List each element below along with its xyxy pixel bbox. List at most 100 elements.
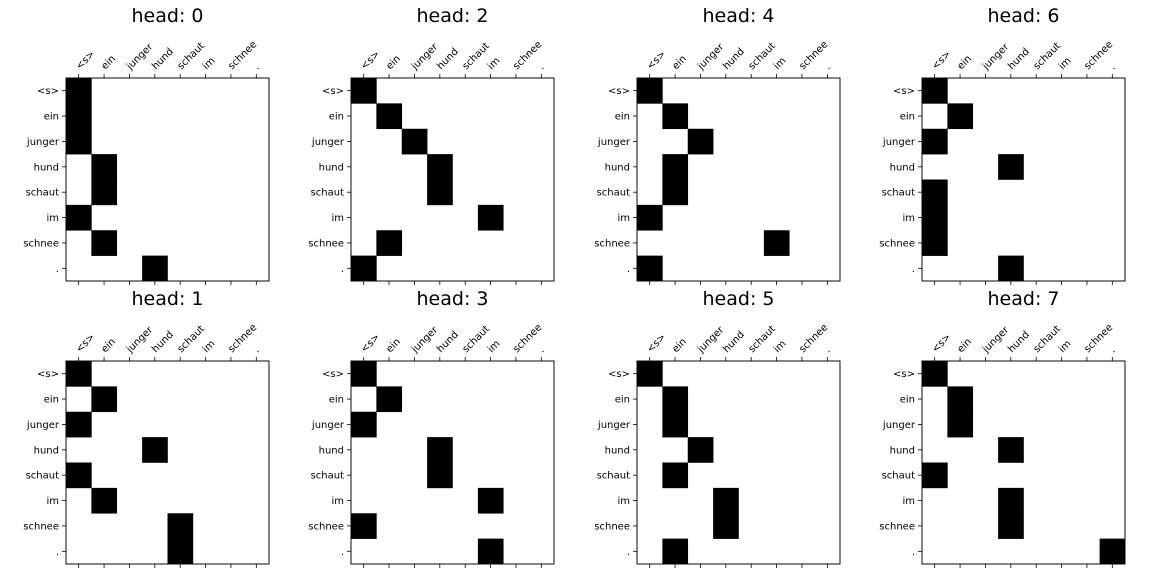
x-tick-label: schaut	[747, 41, 778, 72]
x-tick-label: .	[252, 62, 262, 72]
y-tick-label: schaut	[26, 471, 60, 482]
heatmap-cell	[922, 179, 948, 206]
heatmap-cell	[998, 437, 1024, 463]
heatmap-cell	[947, 103, 974, 130]
y-tick-label: hund	[890, 162, 915, 173]
x-tick-label: junger	[695, 41, 727, 73]
heatmap-cell	[91, 154, 118, 180]
heatmap-cell	[427, 154, 453, 180]
x-tick-label: <s>	[359, 332, 382, 355]
panel-title: head: 6	[988, 5, 1060, 27]
heatmap-panel: head: 3<s>einjungerhundschautimschnee.<s…	[308, 288, 555, 568]
y-tick-label: .	[627, 547, 630, 558]
y-tick-label: hund	[34, 162, 59, 173]
x-tick-label: im	[772, 338, 789, 355]
y-tick-label: <s>	[893, 86, 915, 97]
y-tick-label: junger	[311, 137, 345, 148]
y-tick-label: hund	[319, 445, 344, 456]
x-tick-label: junger	[409, 324, 441, 356]
heatmap-cell	[1099, 538, 1126, 565]
heatmap-cell	[637, 361, 663, 387]
heatmap-cell	[662, 411, 689, 438]
x-tick-label: <s>	[74, 332, 97, 355]
y-tick-label: junger	[882, 420, 916, 431]
panel-title: head: 0	[132, 5, 204, 27]
heatmap-cell	[427, 437, 453, 463]
y-tick-label: <s>	[608, 369, 630, 380]
y-tick-label: .	[912, 264, 915, 275]
y-tick-label: ein	[44, 112, 59, 123]
x-tick-label: <s>	[645, 332, 668, 355]
x-tick-label: <s>	[930, 332, 953, 355]
heatmap-cell	[998, 255, 1024, 282]
heatmap-cell	[922, 204, 948, 231]
heatmap-cell	[662, 538, 689, 565]
y-tick-label: hund	[34, 445, 59, 456]
heatmap-cell	[687, 437, 714, 463]
heatmap-cell	[91, 179, 118, 206]
heatmap-cell	[637, 204, 663, 231]
y-tick-label: ein	[900, 395, 915, 406]
x-tick-label: junger	[980, 41, 1012, 73]
axes-border	[636, 360, 841, 565]
y-tick-label: <s>	[608, 86, 630, 97]
heatmap-cell	[713, 487, 739, 514]
y-tick-label: junger	[597, 420, 631, 431]
heatmap-cell	[167, 538, 194, 565]
heatmap-cell	[922, 361, 948, 387]
x-tick-label: ein	[384, 337, 403, 356]
heatmap-cell	[922, 230, 948, 256]
x-tick-label: .	[252, 345, 262, 355]
heatmap-cell	[998, 154, 1024, 180]
panel-title: head: 7	[988, 288, 1060, 310]
heatmap-panel: head: 6<s>einjungerhundschautimschnee.<s…	[879, 5, 1126, 285]
y-tick-label: schnee	[879, 238, 915, 249]
heatmap-cell	[351, 411, 377, 438]
y-tick-label: hund	[319, 162, 344, 173]
heatmap-cell	[351, 255, 377, 282]
x-tick-label: im	[201, 55, 218, 72]
y-tick-label: im	[46, 213, 59, 224]
y-tick-label: schnee	[23, 521, 59, 532]
y-tick-label: im	[902, 496, 915, 507]
heatmap-cell	[637, 255, 663, 282]
y-tick-label: junger	[26, 137, 60, 148]
y-tick-label: junger	[26, 420, 60, 431]
heatmap-cell	[351, 78, 377, 104]
heatmap-panel: head: 1<s>einjungerhundschautimschnee.<s…	[23, 288, 270, 568]
heatmap-cell	[947, 386, 974, 413]
y-tick-label: schaut	[26, 188, 60, 199]
heatmap-cell	[66, 204, 92, 231]
heatmap-cell	[687, 128, 714, 155]
y-tick-label: junger	[597, 137, 631, 148]
axes-border	[921, 360, 1126, 565]
y-tick-label: <s>	[322, 369, 344, 380]
x-tick-label: .	[537, 345, 547, 355]
heatmap-cell	[142, 437, 168, 463]
heatmap-cell	[427, 462, 453, 489]
x-tick-label: im	[1057, 55, 1074, 72]
x-tick-label: schaut	[747, 324, 778, 355]
heatmap-cell	[922, 78, 948, 104]
y-tick-label: im	[331, 213, 344, 224]
heatmap-cell	[637, 78, 663, 104]
y-tick-label: hund	[890, 445, 915, 456]
heatmap-cell	[351, 513, 377, 539]
panel-title: head: 1	[132, 288, 204, 310]
x-tick-label: junger	[124, 324, 156, 356]
y-tick-label: .	[341, 264, 344, 275]
y-tick-label: im	[617, 496, 630, 507]
x-tick-label: schaut	[461, 324, 492, 355]
y-tick-label: schnee	[879, 521, 915, 532]
y-tick-label: schaut	[311, 471, 345, 482]
x-tick-label: <s>	[74, 49, 97, 72]
x-tick-label: ein	[670, 54, 689, 73]
heatmap-cell	[662, 103, 689, 130]
heatmap-cell	[477, 204, 504, 231]
y-tick-label: ein	[615, 395, 630, 406]
x-tick-label: .	[1108, 62, 1118, 72]
y-tick-label: ein	[615, 112, 630, 123]
y-tick-label: schaut	[882, 188, 916, 199]
x-tick-label: schaut	[1032, 41, 1063, 72]
